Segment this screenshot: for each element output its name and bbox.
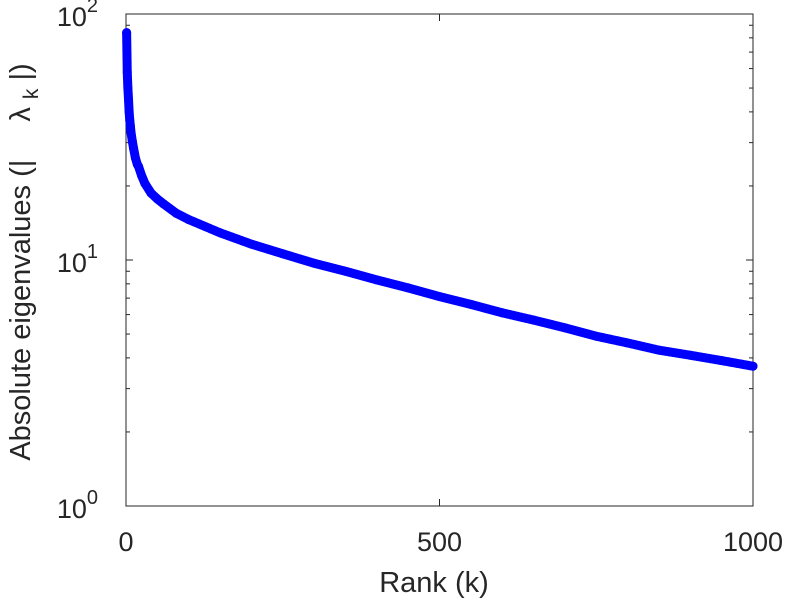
data-point xyxy=(124,107,134,117)
y-tick-label-base: 10 xyxy=(57,248,87,278)
data-point xyxy=(403,283,413,293)
data-point xyxy=(126,127,136,137)
data-point xyxy=(278,249,288,259)
data-point xyxy=(685,350,695,360)
data-point xyxy=(340,266,350,276)
x-tick-label: 1000 xyxy=(723,527,783,557)
y-tick-label: 100 xyxy=(57,487,98,524)
x-tick-label: 500 xyxy=(417,527,462,557)
series-eigenvalues xyxy=(122,28,758,371)
data-point xyxy=(129,143,139,153)
data-point xyxy=(122,67,132,77)
data-point xyxy=(171,208,181,218)
data-point xyxy=(717,356,727,366)
data-point xyxy=(497,308,507,318)
data-point xyxy=(184,215,194,225)
data-point xyxy=(309,258,319,268)
data-point xyxy=(654,345,664,355)
data-point xyxy=(246,239,256,249)
data-point xyxy=(124,94,134,104)
data-point xyxy=(435,292,444,302)
x-axis-ticks: 0 500 1000 xyxy=(118,14,783,557)
y-tick-label-exponent: 1 xyxy=(87,241,98,263)
data-point xyxy=(466,299,476,309)
data-point xyxy=(591,331,601,341)
data-point xyxy=(372,275,382,285)
data-point xyxy=(123,83,133,93)
y-tick-label-base: 10 xyxy=(57,2,87,32)
data-point xyxy=(146,188,156,198)
y-axis-label: Absolute eigenvalues (| λ k |) xyxy=(5,63,45,460)
data-point xyxy=(152,194,162,204)
y-axis-label-prefix: Absolute eigenvalues (| xyxy=(5,160,37,461)
data-point xyxy=(127,136,137,146)
data-point xyxy=(137,171,147,181)
y-axis-label-symbol: λ xyxy=(5,107,37,122)
data-point xyxy=(122,28,132,38)
y-tick-label: 102 xyxy=(57,0,98,32)
y-axis-label-suffix: |) xyxy=(5,63,37,80)
data-point xyxy=(215,228,225,238)
y-tick-label-exponent: 2 xyxy=(87,0,98,17)
data-point xyxy=(134,161,144,171)
y-axis-label-subscript: k xyxy=(20,88,43,99)
x-axis-label: Rank (k) xyxy=(379,567,489,599)
data-point xyxy=(529,315,539,325)
y-tick-label-exponent: 0 xyxy=(87,487,98,509)
data-point xyxy=(560,323,570,333)
plot-area xyxy=(125,13,754,507)
y-tick-label-base: 10 xyxy=(57,494,87,524)
y-tick-label: 101 xyxy=(57,241,98,278)
data-point xyxy=(623,338,633,348)
x-tick-label: 0 xyxy=(118,527,133,557)
data-point xyxy=(748,361,758,371)
data-point xyxy=(159,199,169,209)
data-point xyxy=(140,178,150,188)
